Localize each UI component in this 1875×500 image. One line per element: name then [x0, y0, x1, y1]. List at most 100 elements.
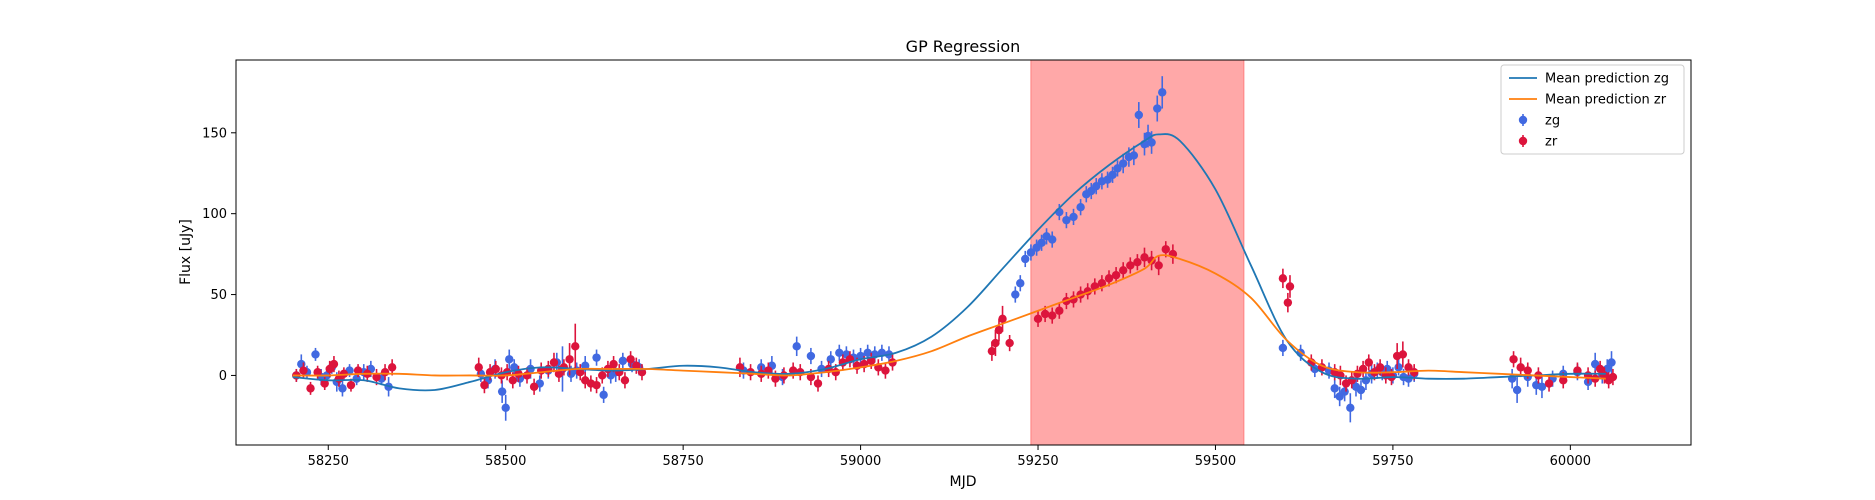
data-point	[1346, 403, 1355, 412]
legend-entry: Mean prediction zr	[1509, 93, 1667, 108]
data-point	[1340, 387, 1349, 396]
data-point	[508, 376, 518, 385]
data-point	[1092, 181, 1101, 191]
data-point	[1134, 110, 1144, 120]
data-point	[1048, 311, 1057, 320]
data-point	[1394, 363, 1403, 372]
y-tick-label: 0	[219, 369, 227, 384]
data-point	[306, 384, 315, 393]
data-point	[1153, 104, 1162, 113]
data-point	[581, 361, 590, 370]
data-point	[329, 359, 339, 369]
y-tick-label: 150	[202, 126, 227, 141]
data-point	[831, 368, 840, 377]
data-point	[529, 382, 539, 391]
data-point	[813, 379, 823, 388]
shaded-region-layer	[1030, 59, 1245, 446]
data-point	[549, 358, 559, 367]
data-point	[826, 355, 835, 364]
data-point	[352, 374, 361, 383]
data-point	[1364, 358, 1373, 367]
data-point	[1154, 261, 1163, 270]
data-point	[1076, 203, 1085, 212]
plot-frame	[235, 59, 1692, 446]
data-point	[1016, 279, 1025, 288]
data-point	[1133, 258, 1142, 267]
data-point	[311, 350, 320, 359]
x-axis-ticks: 58250 58500 58750 59000 59250 59500 59750 60000	[308, 445, 1591, 469]
data-point	[792, 342, 801, 351]
x-tick-label: 58500	[485, 454, 526, 469]
legend-label: Mean prediction zr	[1545, 93, 1667, 108]
data-point	[1062, 215, 1071, 225]
data-point	[320, 379, 329, 388]
data-point	[592, 380, 601, 390]
data-point	[620, 376, 630, 385]
data-point	[1404, 374, 1413, 383]
data-point	[501, 403, 510, 412]
data-point	[1509, 355, 1518, 364]
x-axis-label: MJD	[950, 474, 977, 490]
legend-label: zg	[1545, 114, 1560, 129]
legend-marker-swatch	[1518, 115, 1528, 125]
data-point	[491, 364, 500, 374]
x-tick-label: 59750	[1372, 454, 1413, 469]
data-point	[1330, 384, 1339, 393]
plot-area	[292, 59, 1618, 446]
data-point	[299, 366, 308, 375]
data-point	[1069, 212, 1078, 222]
data-point	[1608, 372, 1618, 382]
data-point	[339, 369, 349, 379]
data-point	[867, 356, 876, 366]
data-point	[1011, 290, 1020, 299]
data-point	[1161, 245, 1170, 254]
data-point	[1361, 376, 1371, 385]
data-point	[1544, 379, 1554, 388]
data-point	[554, 369, 564, 379]
x-tick-label: 59000	[840, 454, 881, 469]
shaded-region	[1030, 59, 1245, 446]
data-point	[618, 356, 628, 366]
data-point	[1026, 248, 1036, 257]
legend-label: zr	[1545, 135, 1558, 150]
data-point	[1283, 298, 1293, 307]
data-point	[771, 374, 780, 383]
data-point	[1118, 159, 1128, 168]
data-point	[474, 363, 483, 372]
data-point	[881, 366, 890, 375]
data-point	[387, 363, 397, 372]
data-point	[987, 346, 997, 356]
data-point	[1398, 350, 1408, 359]
data-point	[1158, 88, 1167, 97]
data-point	[1033, 314, 1043, 324]
data-point	[497, 387, 507, 396]
data-point	[1005, 338, 1014, 348]
legend-box	[1500, 64, 1685, 155]
mean-line	[292, 133, 1606, 392]
data-point	[1523, 366, 1532, 375]
data-point	[806, 351, 816, 361]
mean-lines-layer	[292, 133, 1606, 392]
data-point	[1607, 358, 1616, 367]
legend-entries: Mean prediction zg Mean prediction zr zg zr	[1509, 72, 1669, 150]
data-point	[1113, 164, 1122, 173]
data-point	[480, 380, 489, 390]
data-point	[1573, 366, 1582, 375]
data-point	[1108, 170, 1117, 180]
data-point	[1375, 363, 1385, 372]
data-point	[353, 366, 363, 375]
data-point	[599, 390, 608, 400]
legend-label: Mean prediction zg	[1545, 72, 1669, 87]
data-point	[1409, 368, 1419, 377]
data-point	[994, 325, 1004, 335]
data-point	[1537, 382, 1547, 391]
data-point	[1285, 282, 1295, 291]
data-point	[991, 338, 1000, 348]
legend-entry: Mean prediction zg	[1509, 72, 1669, 87]
data-point	[313, 368, 322, 377]
data-point	[380, 368, 390, 377]
data-point	[1048, 235, 1057, 244]
data-point	[1512, 385, 1522, 395]
data-point	[835, 348, 844, 357]
